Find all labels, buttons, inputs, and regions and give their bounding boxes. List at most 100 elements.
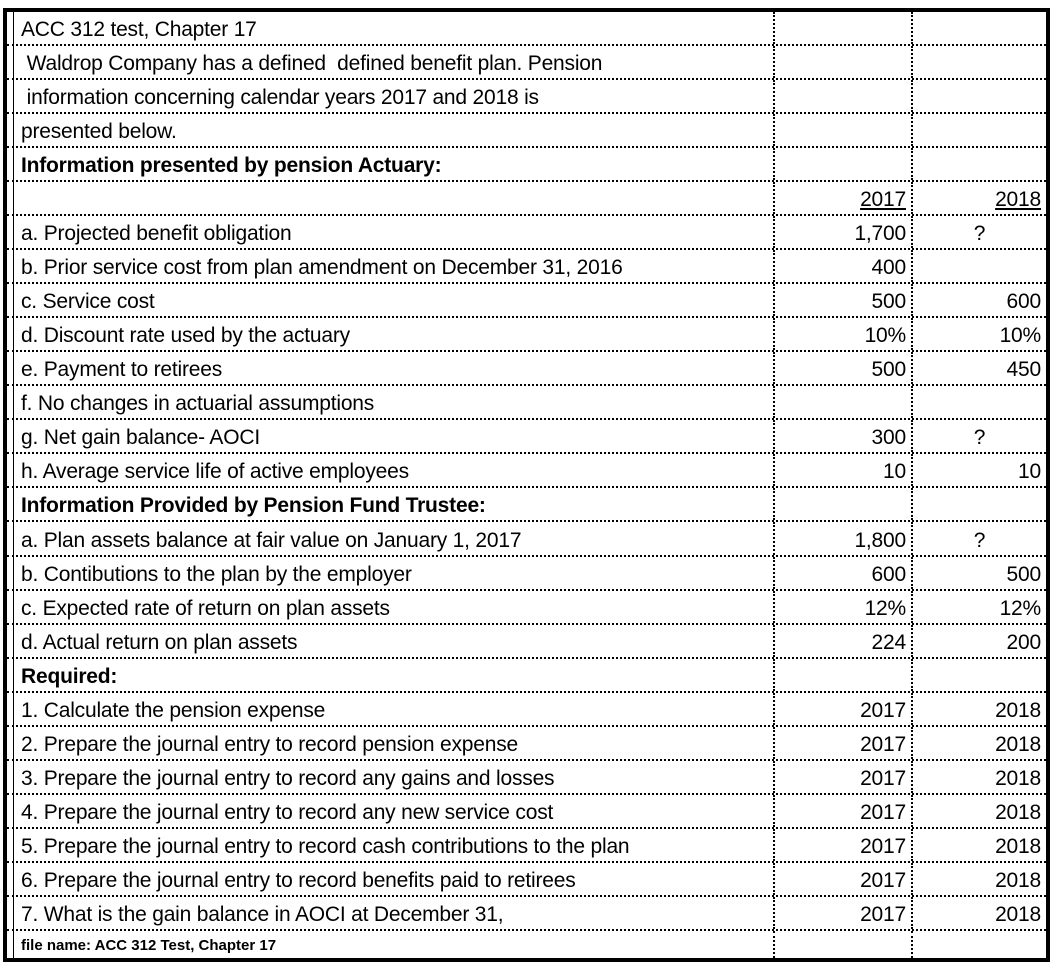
- description-cell: 5. Prepare the journal entry to record c…: [21, 834, 630, 858]
- table-row: Information presented by pension Actuary…: [7, 148, 1046, 183]
- value-2017-cell: [773, 488, 911, 521]
- value-2018-cell: [911, 930, 1046, 958]
- value-2017-cell: [773, 114, 911, 147]
- table-row: presented below.: [7, 114, 1046, 149]
- value-2017-cell: 224: [773, 624, 911, 657]
- value-2018-cell: 450: [911, 352, 1046, 385]
- description-cell: d. Discount rate used by the actuary: [21, 324, 350, 348]
- value-2018-cell: [911, 488, 1046, 521]
- description-cell: a. Plan assets balance at fair value on …: [21, 528, 522, 552]
- value-2018-cell: [911, 12, 1046, 45]
- value-2017-cell: 1,700: [773, 216, 911, 249]
- table-row: information concerning calendar years 20…: [7, 80, 1046, 115]
- table-row: a. Projected benefit obligation 1,700?: [7, 216, 1046, 251]
- value-2018-cell: 10: [911, 454, 1046, 487]
- value-2018-cell: ?: [911, 216, 1046, 249]
- table-row: f. No changes in actuarial assumptions: [7, 386, 1046, 421]
- table-row: b. Contibutions to the plan by the emplo…: [7, 556, 1046, 591]
- table-row: 1. Calculate the pension expense 2017 2018: [7, 692, 1046, 727]
- description-cell: b. Prior service cost from plan amendmen…: [21, 256, 623, 280]
- description-cell: presented below.: [21, 120, 177, 144]
- table-row: h. Average service life of active employ…: [7, 454, 1046, 489]
- value-2018-cell: [911, 386, 1046, 419]
- value-2018-cell: 600: [911, 284, 1046, 317]
- table-row: 5. Prepare the journal entry to record c…: [7, 828, 1046, 863]
- value-2017-cell: 500: [773, 284, 911, 317]
- table-row: c. Expected rate of return on plan asset…: [7, 590, 1046, 625]
- value-2018-cell: 10%: [911, 318, 1046, 351]
- table-row: d. Discount rate used by the actuary 10% 1…: [7, 318, 1046, 353]
- value-2018-cell: 12%: [911, 590, 1046, 623]
- value-2017-cell: 2017: [773, 828, 911, 861]
- description-cell: d. Actual return on plan assets: [21, 630, 298, 654]
- description-cell: 3. Prepare the journal entry to record a…: [21, 766, 555, 790]
- value-2018-cell: [911, 250, 1046, 283]
- description-cell: 1. Calculate the pension expense: [21, 698, 326, 722]
- table-row: g. Net gain balance- AOCI 300?: [7, 420, 1046, 455]
- table-row: Required:: [7, 658, 1046, 693]
- value-2018-cell: 2018: [911, 760, 1046, 793]
- description-cell: Information Provided by Pension Fund Tru…: [21, 494, 486, 518]
- description-cell: e. Payment to retirees: [21, 358, 223, 382]
- value-2018-cell: 2018: [911, 726, 1046, 759]
- value-2017-cell: [773, 46, 911, 79]
- value-2018-cell: [911, 114, 1046, 147]
- description-cell: 4. Prepare the journal entry to record a…: [21, 800, 554, 824]
- description-cell: f. No changes in actuarial assumptions: [21, 392, 375, 416]
- description-cell: g. Net gain balance- AOCI: [21, 426, 260, 450]
- value-2017-cell: 1,800: [773, 522, 911, 555]
- description-cell: [7, 182, 773, 214]
- value-2017-cell: [773, 930, 911, 958]
- description-cell: ACC 312 test, Chapter 17: [21, 18, 257, 42]
- value-2017-cell: [773, 658, 911, 691]
- value-2017-cell: 2017: [773, 862, 911, 895]
- table-row: 2. Prepare the journal entry to record p…: [7, 726, 1046, 761]
- value-2017-cell: [773, 12, 911, 45]
- worksheet-table: ACC 312 test, Chapter 17 Waldrop Company…: [3, 8, 1050, 962]
- value-2017-cell: 2017: [773, 726, 911, 759]
- value-2018-cell: [911, 46, 1046, 79]
- table-row: ACC 312 test, Chapter 17: [7, 12, 1046, 47]
- table-row: Information Provided by Pension Fund Tru…: [7, 488, 1046, 523]
- description-cell: Information presented by pension Actuary…: [21, 154, 442, 178]
- description-cell: Waldrop Company has a defined defined be…: [21, 52, 603, 76]
- value-2018-cell: 2018: [911, 182, 1046, 215]
- table-row: 4. Prepare the journal entry to record a…: [7, 794, 1046, 829]
- value-2017-cell: 600: [773, 556, 911, 589]
- value-2017-cell: 12%: [773, 590, 911, 623]
- value-2017-cell: 400: [773, 250, 911, 283]
- left-gridline: [13, 12, 14, 958]
- value-2018-cell: 2018: [911, 862, 1046, 895]
- table-row: 6. Prepare the journal entry to record b…: [7, 862, 1046, 897]
- description-cell: c. Expected rate of return on plan asset…: [21, 596, 390, 620]
- description-cell: file name: ACC 312 Test, Chapter 17: [21, 936, 277, 954]
- value-2017-cell: 2017: [773, 896, 911, 929]
- table-row: b. Prior service cost from plan amendmen…: [7, 250, 1046, 285]
- description-cell: Required:: [21, 664, 118, 688]
- table-row: c. Service cost 500 600: [7, 284, 1046, 319]
- value-2017-cell: 500: [773, 352, 911, 385]
- value-2018-cell: [911, 148, 1046, 181]
- value-2017-cell: 300: [773, 420, 911, 453]
- value-2018-cell: 2018: [911, 794, 1046, 827]
- table-row: d. Actual return on plan assets 224 200: [7, 624, 1046, 659]
- value-2017-cell: 10%: [773, 318, 911, 351]
- description-cell: c. Service cost: [21, 290, 155, 314]
- value-2018-cell: 2018: [911, 828, 1046, 861]
- value-2018-cell: ?: [911, 522, 1046, 555]
- value-2018-cell: [911, 658, 1046, 691]
- value-2017-cell: 2017: [773, 760, 911, 793]
- table-row: 7. What is the gain balance in AOCI at D…: [7, 896, 1046, 931]
- value-2017-cell: 2017: [773, 692, 911, 725]
- table-row: e. Payment to retirees 500 450: [7, 352, 1046, 387]
- value-2018-cell: 2018: [911, 896, 1046, 929]
- value-2018-cell: 500: [911, 556, 1046, 589]
- table-row: a. Plan assets balance at fair value on …: [7, 522, 1046, 557]
- value-2018-cell: ?: [911, 420, 1046, 453]
- value-2017-cell: 10: [773, 454, 911, 487]
- value-2017-cell: [773, 148, 911, 181]
- value-2017-cell: [773, 386, 911, 419]
- description-cell: 7. What is the gain balance in AOCI at D…: [21, 902, 504, 926]
- table-row: file name: ACC 312 Test, Chapter 17: [7, 930, 1046, 958]
- table-row: 2017 2018: [7, 182, 1046, 217]
